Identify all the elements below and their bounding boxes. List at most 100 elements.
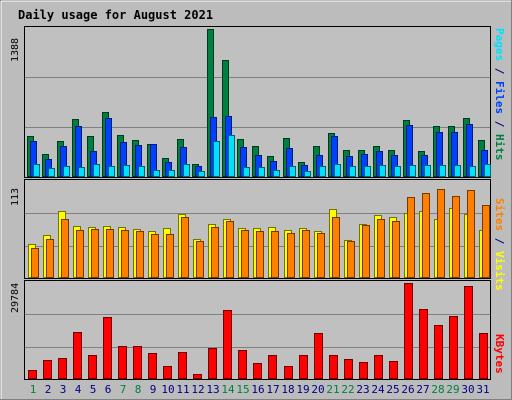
visits-panel-sites-bar-day-20: [317, 233, 325, 278]
hits-panel-pages-bar-day-30: [469, 166, 476, 177]
visits-panel-sites-bar-day-26: [407, 197, 415, 278]
hits-panel-pages-bar-day-8: [138, 166, 145, 177]
visits-panel-sites-bar-day-1: [31, 248, 39, 278]
visits-panel-sites-bar-day-23: [362, 225, 370, 278]
kbytes-panel-kbytes-bar-day-17: [268, 355, 277, 379]
hits-panel-pages-bar-day-20: [319, 166, 326, 177]
kbytes-panel-kbytes-bar-day-14: [223, 310, 232, 379]
kbytes-panel-kbytes-bar-day-6: [103, 317, 112, 379]
legend-sep-2: /: [493, 114, 506, 134]
day-label-21: 21: [326, 383, 339, 396]
day-label-26: 26: [401, 383, 414, 396]
legend-hits: Hits: [493, 134, 506, 161]
day-label-13: 13: [206, 383, 219, 396]
day-label-3: 3: [60, 383, 67, 396]
visits-panel-sites-bar-day-11: [181, 217, 189, 278]
chart-title: Daily usage for August 2021: [18, 8, 213, 22]
day-label-30: 30: [461, 383, 474, 396]
day-label-22: 22: [341, 383, 354, 396]
visits-panel-sites-bar-day-28: [437, 189, 445, 278]
visits-panel-sites-bar-day-19: [302, 230, 310, 278]
day-labels: 1 2 3 4 5 6 7 8 9 10 11 12 13 14 15 16 17 18 19 20 21 22 23 24 2…: [30, 383, 490, 396]
hits-panel-pages-bar-day-27: [424, 165, 431, 177]
hits-panel-pages-bar-day-5: [93, 164, 100, 177]
visits-panel-sites-bar-day-3: [61, 219, 69, 278]
kbytes-side-label: KBytes: [493, 334, 506, 374]
kbytes-panel-kbytes-bar-day-28: [434, 325, 443, 379]
visits-panel-sites-bar-day-21: [332, 217, 340, 278]
hits-panel-pages-bar-day-7: [123, 165, 130, 177]
day-label-23: 23: [356, 383, 369, 396]
hits-panel-pages-bar-day-17: [273, 170, 280, 177]
hits-panel-pages-bar-day-18: [289, 166, 296, 177]
visits-panel-sites-bar-day-31: [482, 205, 490, 278]
hits-panel-pages-bar-day-22: [349, 166, 356, 177]
day-label-15: 15: [236, 383, 249, 396]
kbytes-panel-kbytes-bar-day-1: [28, 370, 37, 379]
visits-panel-sites-bar-day-7: [121, 230, 129, 278]
kbytes-panel-kbytes-bar-day-8: [133, 346, 142, 379]
day-label-5: 5: [90, 383, 97, 396]
day-label-9: 9: [150, 383, 157, 396]
kbytes-panel-kbytes-bar-day-29: [449, 316, 458, 379]
kbytes-panel-kbytes-bar-day-24: [374, 355, 383, 379]
kbytes-panel-kbytes-bar-day-13: [208, 348, 217, 379]
day-label-6: 6: [105, 383, 112, 396]
kbytes-panel-kbytes-bar-day-18: [284, 366, 293, 379]
visits-panel-sites-bar-day-8: [136, 231, 144, 278]
day-label-29: 29: [446, 383, 459, 396]
day-label-14: 14: [221, 383, 235, 396]
hits-panel-pages-bar-day-15: [243, 167, 250, 177]
visits-panel-sites-bar-day-12: [196, 241, 204, 278]
visits-panel-sites-bar-day-27: [422, 193, 430, 278]
kbytes-panel-kbytes-bar-day-15: [238, 350, 247, 379]
kbytes-panel-kbytes-bar-day-3: [58, 358, 67, 379]
day-label-7: 7: [120, 383, 127, 396]
hits-panel-pages-bar-day-4: [78, 167, 85, 177]
day-label-25: 25: [386, 383, 399, 396]
visits-side-label: Sites / Visits: [493, 198, 506, 291]
day-label-1: 1: [30, 383, 37, 396]
visits-panel-sites-bar-day-9: [151, 234, 159, 278]
visits-panel-sites-bar-day-22: [347, 241, 355, 278]
visits-panel-sites-bar-day-15: [241, 230, 249, 278]
kbytes-panel-kbytes-bar-day-27: [419, 309, 428, 379]
kbytes-panel-kbytes-bar-day-30: [464, 286, 473, 379]
kbytes-panel-kbytes-bar-day-20: [314, 333, 323, 379]
hits-panel-pages-bar-day-16: [258, 167, 265, 177]
hits-panel-pages-bar-day-23: [364, 166, 371, 177]
day-label-4: 4: [75, 383, 82, 396]
kbytes-max-label: 29784: [10, 283, 21, 313]
visits-panel-sites-bar-day-18: [287, 233, 295, 278]
visits-panel-sites-bar-day-16: [256, 231, 264, 278]
hits-panel-pages-bar-day-12: [198, 171, 205, 177]
hits-panel-pages-bar-day-25: [394, 166, 401, 177]
day-label-28: 28: [431, 383, 444, 396]
day-label-17: 17: [266, 383, 279, 396]
legend-kbytes: KBytes: [493, 334, 506, 374]
day-label-12: 12: [191, 383, 204, 396]
day-label-18: 18: [281, 383, 294, 396]
visits-panel-sites-bar-day-30: [467, 190, 475, 278]
hits-panel-pages-bar-day-2: [48, 168, 55, 177]
hits-panel-pages-bar-day-21: [334, 164, 341, 177]
visits-panel-sites-bar-day-10: [166, 234, 174, 278]
visits-max-label: 113: [10, 188, 21, 206]
kbytes-panel-kbytes-bar-day-31: [479, 333, 488, 379]
visits-panel-sites-bar-day-29: [452, 196, 460, 278]
visits-panel-sites-bar-day-5: [91, 229, 99, 278]
visits-panel-sites-bar-day-25: [392, 221, 400, 278]
hits-panel-pages-bar-day-10: [168, 170, 175, 177]
hits-side-label: Pages / Files / Hits: [493, 28, 506, 161]
legend-files: Files: [493, 81, 506, 114]
kbytes-panel-kbytes-bar-day-16: [253, 363, 262, 379]
visits-panel-sites-bar-day-13: [211, 227, 219, 278]
visits-panel-sites-bar-day-2: [46, 239, 54, 278]
kbytes-panel-kbytes-bar-day-25: [389, 361, 398, 379]
hits-panel-pages-bar-day-11: [183, 164, 190, 177]
kbytes-panel-kbytes-bar-day-19: [299, 355, 308, 379]
visits-panel-sites-bar-day-24: [377, 219, 385, 278]
hits-panel-pages-bar-day-31: [484, 164, 491, 177]
legend-sep-3: /: [493, 231, 506, 251]
